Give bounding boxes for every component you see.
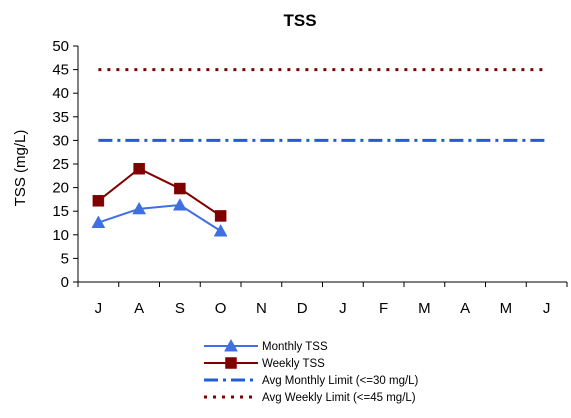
y-tick-label: 10 [52, 227, 69, 244]
x-tick-label: J [543, 300, 551, 317]
series-line [97, 167, 222, 217]
x-tick-label: A [460, 300, 470, 317]
data-point [172, 198, 187, 211]
x-tick-label: O [215, 300, 227, 317]
legend-label: Weekly TSS [262, 358, 325, 370]
x-tick-label: J [95, 300, 103, 317]
series-1 [92, 162, 227, 222]
series-layer [91, 68, 547, 237]
y-tick-label: 20 [52, 180, 69, 197]
y-tick-label: 45 [52, 62, 69, 79]
x-tick-label: N [256, 300, 267, 317]
x-tick-label: A [134, 300, 144, 317]
data-point [132, 201, 147, 215]
data-point [174, 182, 186, 195]
legend-marker [224, 338, 238, 352]
legend-marker [225, 357, 237, 369]
data-point [92, 195, 105, 207]
y-axis-ticks: 0 5 10 15 20 25 30 35 40 45 50 [52, 38, 78, 291]
x-tick-label: J [339, 300, 347, 317]
x-tick-label: F [379, 300, 388, 317]
legend-label: Avg Monthly Limit (<=30 mg/L) [262, 375, 419, 387]
y-tick-label: 15 [52, 203, 69, 220]
y-tick-label: 0 [61, 274, 69, 291]
x-tick-label: D [297, 300, 308, 317]
data-point [213, 224, 228, 237]
legend: Monthly TSS Weekly TSS Avg Monthly Limit (… [204, 338, 419, 404]
y-tick-label: 35 [52, 109, 69, 126]
series-line [98, 204, 222, 232]
y-tick-label: 40 [52, 85, 69, 102]
data-point [133, 162, 145, 175]
data-point [91, 215, 106, 228]
data-point [214, 210, 227, 222]
chart-title: TSS [283, 11, 316, 30]
legend-label: Monthly TSS [262, 341, 328, 353]
x-tick-label: S [175, 300, 185, 317]
y-tick-label: 30 [52, 132, 69, 149]
y-axis-label: TSS (mg/L) [12, 130, 29, 207]
legend-label: Avg Weekly Limit (<=45 mg/L) [262, 392, 416, 404]
y-tick-label: 50 [52, 38, 69, 55]
x-tick-label: M [500, 300, 513, 317]
axes [77, 46, 567, 283]
y-tick-label: 25 [52, 156, 69, 173]
y-tick-label: 5 [61, 250, 69, 267]
series-0 [91, 198, 228, 237]
x-tick-label: M [418, 300, 431, 317]
